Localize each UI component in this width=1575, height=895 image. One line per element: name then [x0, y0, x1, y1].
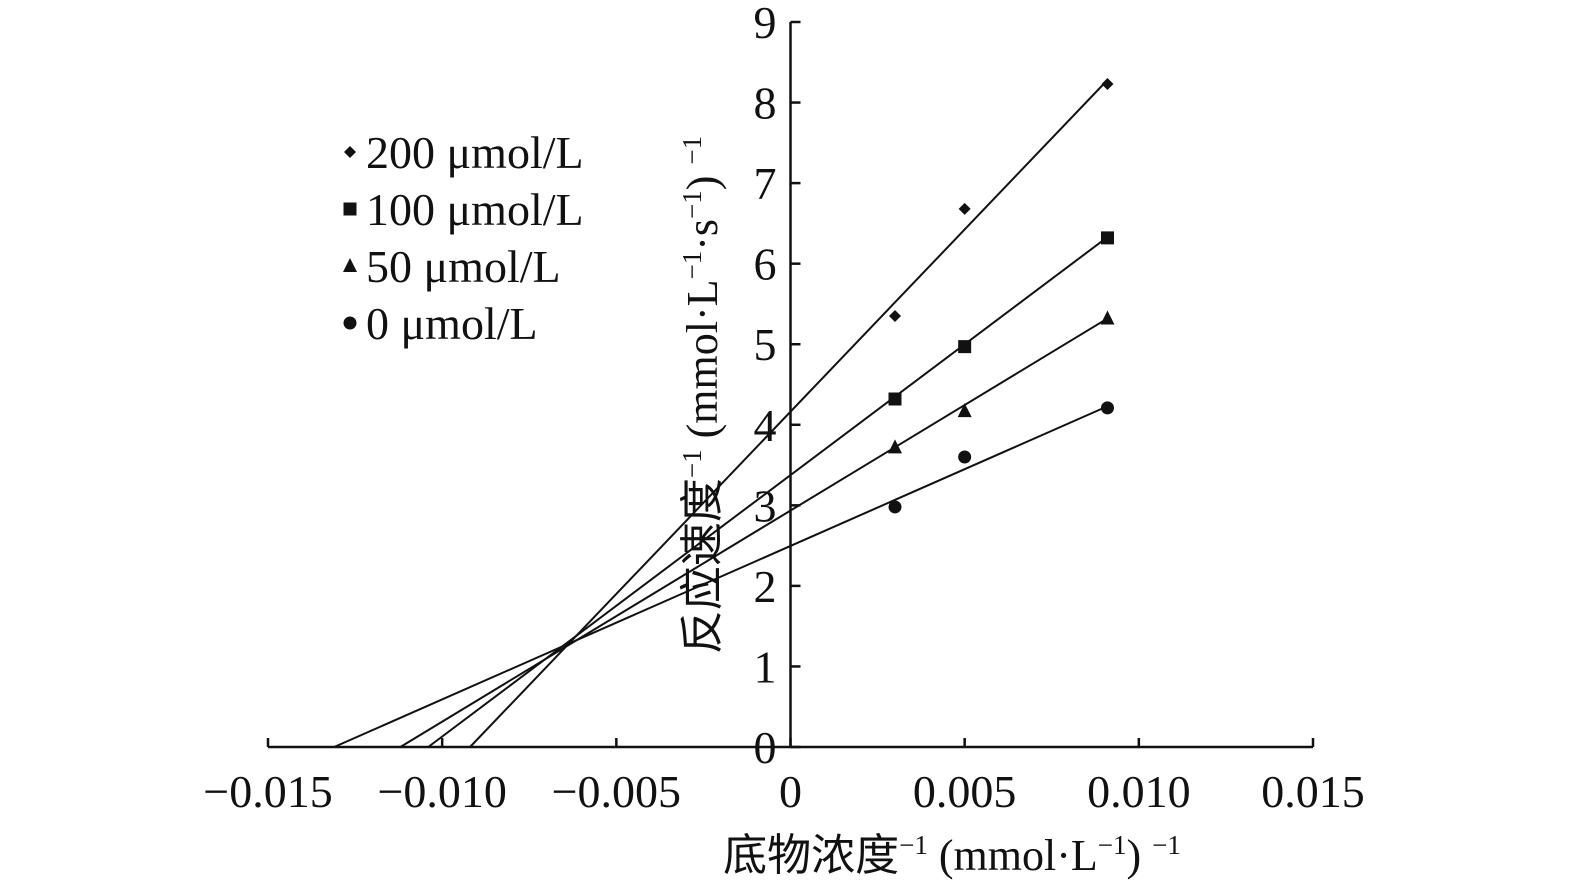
- data-point-series-2: [958, 340, 972, 354]
- legend-label-series-3: 50 μmol/L: [366, 241, 561, 292]
- legend-label-series-4: 0 μmol/L: [366, 298, 538, 349]
- legend: 200 μmol/L 100 μmol/L 50 μmol/L 0 μmol/L: [343, 127, 584, 349]
- fit-line-series-3: [399, 317, 1109, 748]
- x-tick-label: −0.015: [203, 766, 332, 817]
- y-tick-label: 3: [754, 480, 777, 531]
- y-axis-title: 反应速度−1 (mmol·L−1·s−1) −1: [677, 136, 727, 654]
- x-tick-label: 0.015: [1261, 766, 1365, 817]
- y-tick-label: 5: [754, 319, 777, 370]
- data-point-series-4: [1100, 401, 1114, 415]
- data-point-series-3: [957, 403, 972, 418]
- data-markers: [888, 78, 1115, 514]
- legend-label-series-2: 100 μmol/L: [366, 184, 584, 235]
- data-point-series-1: [889, 310, 901, 323]
- data-point-series-2: [888, 392, 902, 406]
- x-tick-label: −0.010: [377, 766, 506, 817]
- y-tick-label: 0: [754, 722, 777, 773]
- data-point-series-2: [1100, 231, 1114, 245]
- legend-marker-series-4: [343, 316, 357, 330]
- data-point-series-1: [1101, 78, 1114, 91]
- data-point-series-3: [1100, 310, 1115, 325]
- fit-lines: [333, 79, 1109, 748]
- y-tick-label: 6: [754, 239, 777, 290]
- x-tick-label: 0: [779, 766, 802, 817]
- data-point-series-4: [958, 450, 972, 464]
- legend-label-series-1: 200 μmol/L: [366, 127, 584, 178]
- y-tick-label: 4: [754, 400, 777, 451]
- y-ticks: 0 1 2 3 4 5 6 7 8 9: [754, 0, 801, 773]
- y-tick-label: 8: [754, 78, 777, 129]
- x-tick-label: 0.010: [1087, 766, 1191, 817]
- x-tick-label: −0.005: [552, 766, 681, 817]
- x-axis-title: 底物浓度−1 (mmol·L−1) −1: [723, 830, 1181, 880]
- legend-marker-series-2: [343, 202, 357, 216]
- data-point-series-1: [958, 202, 971, 215]
- fit-line-series-4: [333, 405, 1108, 748]
- legend-marker-series-3: [343, 258, 357, 272]
- y-tick-label: 7: [754, 158, 777, 209]
- y-tick-label: 9: [754, 0, 777, 48]
- data-point-series-4: [888, 500, 902, 514]
- data-point-series-3: [888, 439, 902, 454]
- y-tick-label: 1: [754, 641, 777, 692]
- x-ticks: −0.015 −0.010 −0.005 0 0.005 0.010 0.015: [203, 738, 1365, 817]
- legend-marker-series-1: [344, 146, 356, 158]
- y-tick-label: 2: [754, 561, 777, 612]
- x-tick-label: 0.005: [913, 766, 1017, 817]
